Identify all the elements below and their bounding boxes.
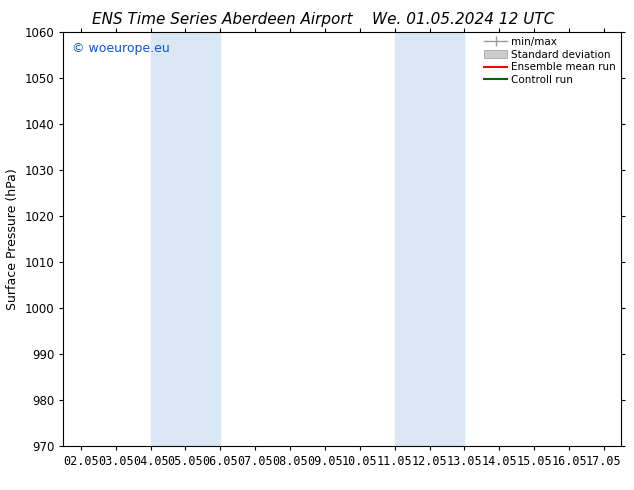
Text: We. 01.05.2024 12 UTC: We. 01.05.2024 12 UTC [372,12,554,27]
Y-axis label: Surface Pressure (hPa): Surface Pressure (hPa) [6,168,19,310]
Bar [150,32,221,446]
Legend: min/max, Standard deviation, Ensemble mean run, Controll run: min/max, Standard deviation, Ensemble me… [481,34,619,88]
Text: © woeurope.eu: © woeurope.eu [72,42,169,55]
Text: ENS Time Series Aberdeen Airport: ENS Time Series Aberdeen Airport [91,12,353,27]
Bar [394,32,464,446]
